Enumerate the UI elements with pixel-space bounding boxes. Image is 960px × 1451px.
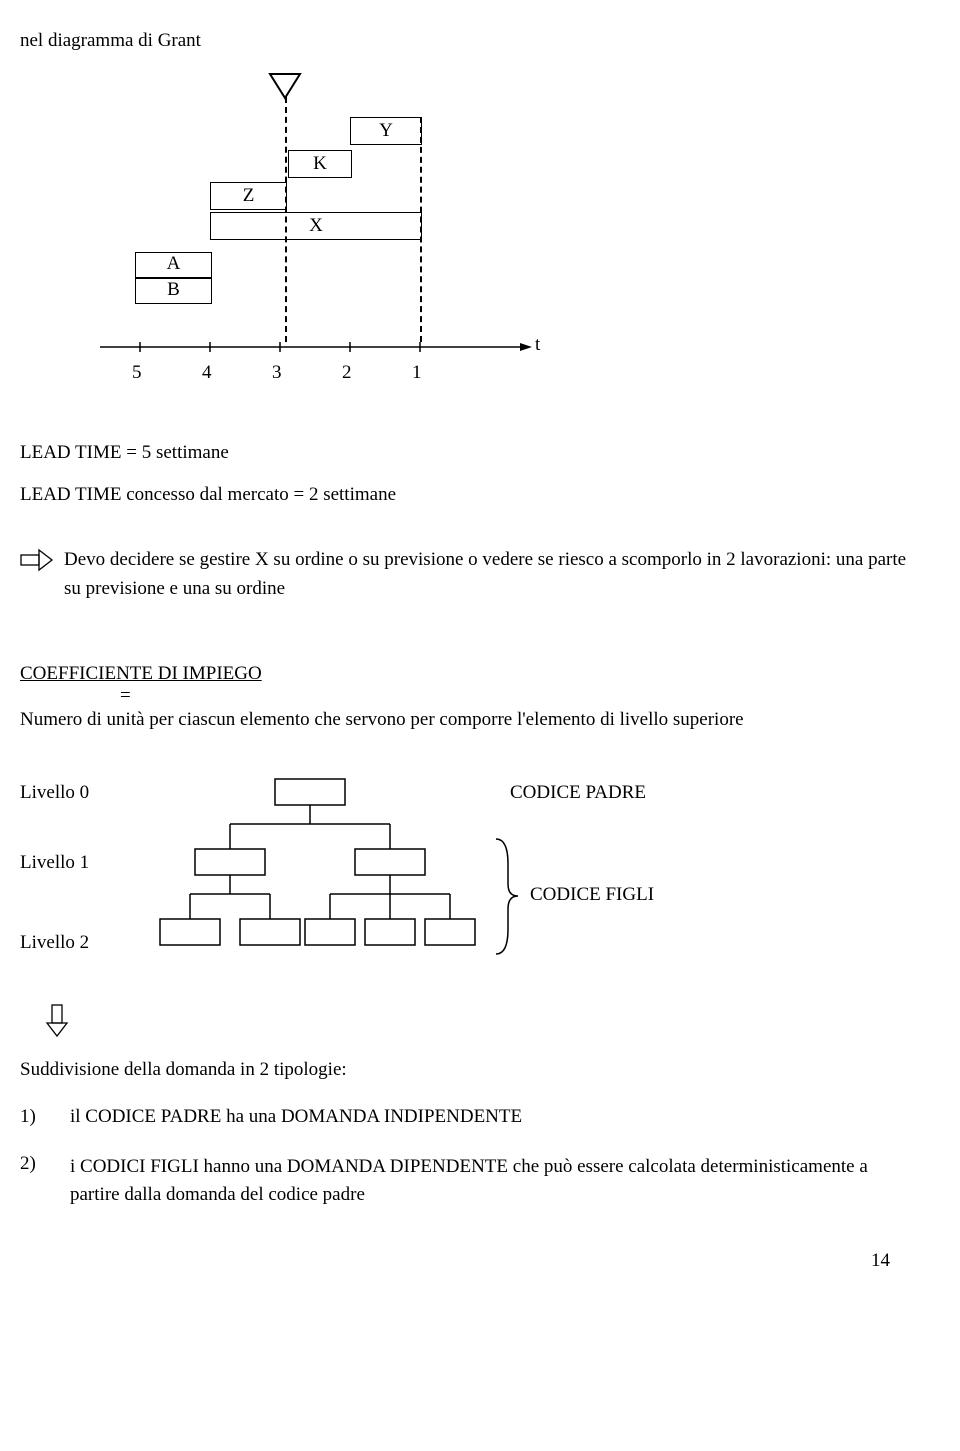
- subdivision-text: Suddivisione della domanda in 2 tipologi…: [20, 1059, 910, 1081]
- bar-b: B: [135, 278, 212, 304]
- page-title: nel diagramma di Grant: [20, 30, 910, 52]
- bar-x: X: [210, 212, 422, 240]
- axis-label-5: 5: [132, 362, 142, 384]
- level1-label: Livello 1: [20, 852, 130, 932]
- gantt-chart: Y K Z X A B 5 4 3 2 1 t: [70, 72, 570, 402]
- item1-text: il CODICE PADRE ha una DOMANDA INDIPENDE…: [70, 1106, 910, 1128]
- triangle-marker-icon: [268, 72, 302, 100]
- codice-figli-label: CODICE FIGLI: [530, 884, 654, 906]
- bar-y: Y: [350, 117, 422, 145]
- item1-number: 1): [20, 1106, 70, 1128]
- arrow-right-icon: [20, 548, 54, 572]
- tree-diagram: [130, 774, 490, 974]
- axis-label-3: 3: [272, 362, 282, 384]
- equals-sign: =: [120, 685, 910, 707]
- level2-label: Livello 2: [20, 932, 130, 954]
- item2-text: i CODICI FIGLI hanno una DOMANDA DIPENDE…: [70, 1153, 910, 1210]
- coefficient-heading: COEFFICIENTE DI IMPIEGO: [20, 663, 910, 685]
- lead-time-2: LEAD TIME concesso dal mercato = 2 setti…: [20, 484, 910, 506]
- item2-number: 2): [20, 1153, 70, 1210]
- codice-padre-label: CODICE PADRE: [510, 782, 646, 804]
- lead-time-5: LEAD TIME = 5 settimane: [20, 442, 910, 464]
- time-axis: [100, 342, 540, 362]
- coefficient-definition: Numero di unità per ciascun elemento che…: [20, 707, 910, 734]
- arrow-down-icon: [45, 1004, 69, 1038]
- brace-icon: [490, 834, 520, 959]
- axis-label-t: t: [535, 334, 540, 356]
- axis-label-1: 1: [412, 362, 422, 384]
- page-number: 14: [20, 1250, 890, 1272]
- level0-label: Livello 0: [20, 782, 130, 852]
- bar-k: K: [288, 150, 352, 178]
- axis-label-2: 2: [342, 362, 352, 384]
- bar-a: A: [135, 252, 212, 278]
- axis-label-4: 4: [202, 362, 212, 384]
- decision-text: Devo decidere se gestire X su ordine o s…: [64, 546, 910, 603]
- bar-z: Z: [210, 182, 287, 210]
